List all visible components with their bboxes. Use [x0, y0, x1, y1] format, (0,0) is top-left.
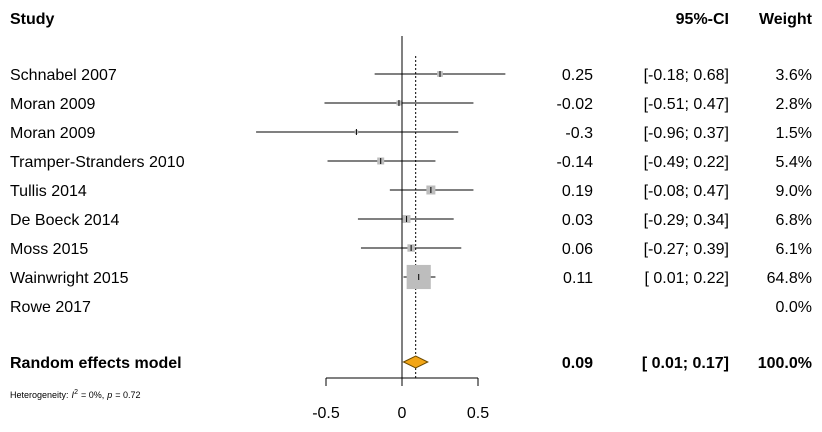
study-name: Tullis 2014 [10, 183, 87, 200]
weight-label: 64.8% [767, 270, 812, 287]
weight-label: 0.0% [776, 299, 812, 316]
weight-label: 100.0% [758, 355, 812, 372]
ci-label: [-0.27; 0.39] [644, 241, 729, 258]
pooled-diamond [402, 355, 429, 369]
weight-label: 6.1% [776, 241, 812, 258]
ci-label: [-0.08; 0.47] [644, 183, 729, 200]
estimate-label: 0.03 [562, 212, 593, 229]
ci-label: [-0.18; 0.68] [644, 67, 729, 84]
estimate-label: -0.02 [557, 96, 594, 113]
weight-label: 1.5% [776, 125, 812, 142]
ci-label: [-0.29; 0.34] [644, 212, 729, 229]
i2-symbol: I [72, 390, 75, 400]
weight-label: 9.0% [776, 183, 812, 200]
heterogeneity: Heterogeneity: I2 = 0%, p = 0.72 [10, 389, 141, 400]
x-tick-label: -0.5 [312, 405, 340, 422]
ci-header: 95%-CI [676, 11, 729, 28]
study-name: Schnabel 2007 [10, 67, 117, 84]
ci-label: [-0.49; 0.22] [644, 154, 729, 171]
study-name: Moss 2015 [10, 241, 88, 258]
ci-label: [ 0.01; 0.17] [642, 355, 729, 372]
estimate-label: 0.25 [562, 67, 593, 84]
estimate-label: -0.3 [565, 125, 593, 142]
ci-label: [ 0.01; 0.22] [644, 270, 729, 287]
ci-label: [-0.51; 0.47] [644, 96, 729, 113]
study-name: Rowe 2017 [10, 299, 91, 316]
x-tick-label: 0.5 [467, 405, 489, 422]
i2-text: = 0%, [81, 390, 104, 400]
study-name: Random effects model [10, 355, 182, 372]
i2-sup: 2 [74, 389, 78, 396]
estimate-label: 0.06 [562, 241, 593, 258]
estimate-label: -0.14 [557, 154, 594, 171]
study-name: Moran 2009 [10, 96, 95, 113]
weight-header: Weight [759, 11, 813, 28]
p-text: = 0.72 [115, 390, 140, 400]
weight-label: 6.8% [776, 212, 812, 229]
weight-label: 5.4% [776, 154, 812, 171]
ci-label: [-0.96; 0.37] [644, 125, 729, 142]
study-name: Wainwright 2015 [10, 270, 129, 287]
estimate-label: 0.11 [563, 270, 593, 287]
estimate-label: 0.19 [562, 183, 593, 200]
weight-label: 2.8% [776, 96, 812, 113]
p-symbol: p [106, 390, 112, 400]
study-name: Moran 2009 [10, 125, 95, 142]
weight-label: 3.6% [776, 67, 812, 84]
heterogeneity-label: Heterogeneity: [10, 390, 69, 400]
study-header: Study [10, 11, 55, 28]
x-tick-label: 0 [398, 405, 407, 422]
study-name: De Boeck 2014 [10, 212, 120, 229]
study-name: Tramper-Stranders 2010 [10, 154, 185, 171]
estimate-label: 0.09 [562, 355, 593, 372]
